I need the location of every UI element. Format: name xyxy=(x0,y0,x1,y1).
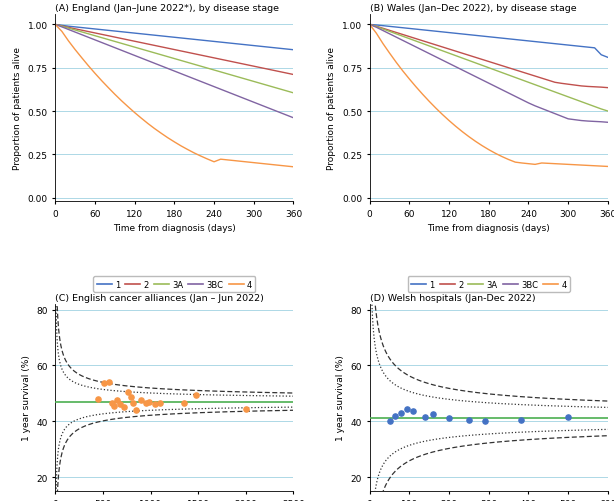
Point xyxy=(241,405,251,413)
Y-axis label: 1 year survival (%): 1 year survival (%) xyxy=(336,355,345,440)
Point xyxy=(104,378,114,386)
Text: (C) English cancer alliances (Jan – Jun 2022): (C) English cancer alliances (Jan – Jun … xyxy=(55,293,264,302)
Point xyxy=(516,416,526,424)
Point xyxy=(179,399,188,407)
Point xyxy=(123,388,133,396)
Point xyxy=(429,410,438,418)
Point xyxy=(119,403,129,411)
Text: (A) England (Jan–June 2022*), by disease stage: (A) England (Jan–June 2022*), by disease… xyxy=(55,4,279,13)
Point xyxy=(464,416,474,424)
Point xyxy=(391,412,400,420)
Point xyxy=(107,399,117,407)
X-axis label: Time from diagnosis (days): Time from diagnosis (days) xyxy=(427,224,550,233)
Point xyxy=(93,395,103,403)
Text: (D) Welsh hospitals (Jan-Dec 2022): (D) Welsh hospitals (Jan-Dec 2022) xyxy=(370,293,535,302)
Point xyxy=(150,401,160,409)
Y-axis label: 1 year survival (%): 1 year survival (%) xyxy=(21,355,31,440)
Point xyxy=(115,401,125,409)
Point xyxy=(141,399,150,407)
X-axis label: Time from diagnosis (days): Time from diagnosis (days) xyxy=(113,224,236,233)
Point xyxy=(109,402,119,410)
Point xyxy=(112,396,122,404)
Point xyxy=(192,391,201,399)
Point xyxy=(144,398,154,406)
Text: (B) Wales (Jan–Dec 2022), by disease stage: (B) Wales (Jan–Dec 2022), by disease sta… xyxy=(370,4,577,13)
Point xyxy=(421,413,430,421)
Point xyxy=(480,417,490,425)
Y-axis label: Proportion of patients alive: Proportion of patients alive xyxy=(13,47,22,170)
Point xyxy=(155,399,165,407)
Point xyxy=(99,380,109,388)
Y-axis label: Proportion of patients alive: Proportion of patients alive xyxy=(327,47,336,170)
Point xyxy=(126,394,136,402)
Point xyxy=(444,414,454,422)
Point xyxy=(402,405,412,413)
Legend: 1, 2, 3A, 3BC, 4: 1, 2, 3A, 3BC, 4 xyxy=(93,277,255,293)
Point xyxy=(136,396,146,404)
Point xyxy=(128,399,138,407)
Point xyxy=(563,413,573,421)
Point xyxy=(131,406,141,414)
Point xyxy=(397,409,406,417)
Point xyxy=(384,417,394,425)
Point xyxy=(408,408,418,416)
Legend: 1, 2, 3A, 3BC, 4: 1, 2, 3A, 3BC, 4 xyxy=(408,277,570,293)
